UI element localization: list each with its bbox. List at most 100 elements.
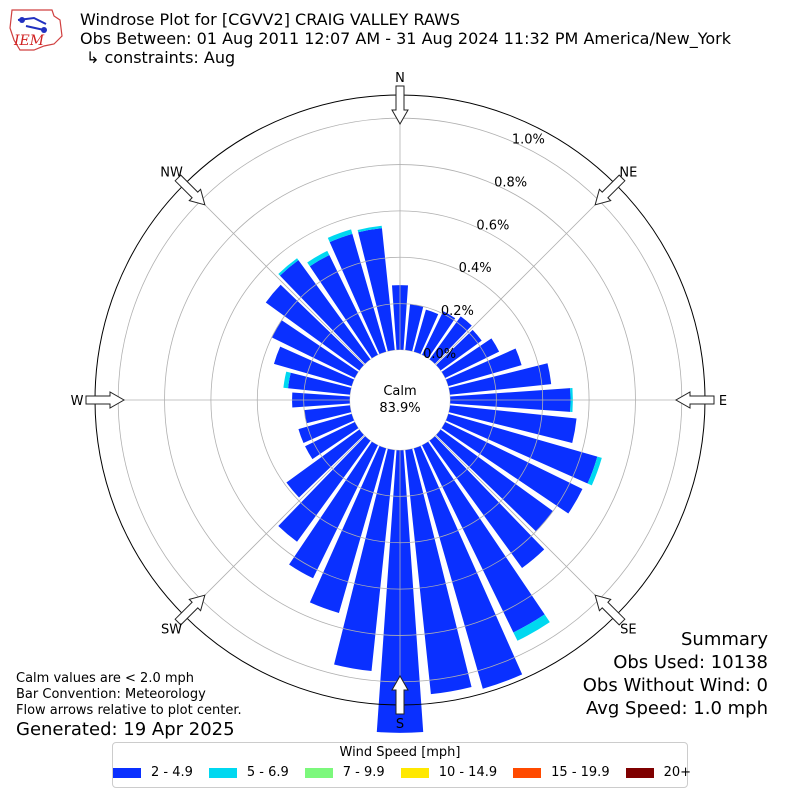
windrose-bar-200deg (309, 445, 387, 613)
windrose-bar-110deg (445, 413, 598, 484)
radial-tick-label: 1.0% (512, 133, 545, 148)
chart-title: Windrose Plot for [CGVV2] CRAIG VALLEY R… (80, 10, 460, 29)
windrose-bar-340deg (327, 229, 353, 243)
legend-item: 15 - 19.9 (513, 765, 610, 780)
avg-speed: Avg Speed: 1.0 mph (586, 698, 768, 719)
angular-gridline (435, 184, 616, 365)
flow-arrow-icon (174, 174, 206, 206)
windrose-bar-190deg (334, 448, 395, 672)
flow-arrows-note: Flow arrows relative to plot center. (16, 703, 242, 718)
windrose-bar-40deg (429, 316, 472, 365)
flow-arrow-icon (594, 594, 626, 626)
compass-label-se: SE (620, 622, 636, 637)
compass-label-ne: NE (619, 166, 637, 181)
calm-note: Calm values are < 2.0 mph (16, 671, 195, 686)
logo-text: IEM (13, 33, 45, 49)
windrose-bar-350deg (357, 225, 382, 233)
windrose-bar-220deg (278, 435, 371, 542)
legend-items: 2 - 4.9 5 - 6.9 7 - 9.9 10 - 14.9 15 - 19.9 2… (112, 765, 691, 780)
windrose-bar-320deg (278, 258, 299, 276)
windrose-bar-210deg (289, 441, 379, 579)
windrose-bar-60deg (441, 338, 500, 379)
windrose-bar-10deg (405, 304, 424, 352)
legend-swatch (625, 767, 654, 778)
legend-item: 20+ (625, 765, 692, 780)
legend-swatch (304, 767, 333, 778)
legend-item: 5 - 6.9 (208, 765, 289, 780)
windrose-bar-320deg (279, 260, 371, 365)
windrose-bar-290deg (273, 346, 355, 387)
legend-swatch (208, 767, 237, 778)
legend-label: 15 - 19.9 (551, 765, 610, 780)
obs-used: Obs Used: 10138 (613, 652, 768, 673)
bar-convention-note: Bar Convention: Meteorology (16, 687, 206, 702)
legend-swatch (513, 767, 542, 778)
summary-title: Summary (681, 629, 768, 650)
obs-period: Obs Between: 01 Aug 2011 12:07 AM - 31 A… (80, 29, 732, 48)
legend-label: 7 - 9.9 (342, 765, 385, 780)
windrose-bar-170deg (405, 448, 472, 695)
windrose-bar-280deg (283, 371, 291, 389)
legend-item: 10 - 14.9 (400, 765, 498, 780)
constraints-text: ↳ constraints: Aug (86, 48, 236, 67)
title-block: Windrose Plot for [CGVV2] CRAIG VALLEY R… (80, 10, 731, 67)
legend-item: 2 - 4.9 (112, 765, 193, 780)
legend-label: 5 - 6.9 (246, 765, 289, 780)
flow-arrow-icon (391, 85, 409, 126)
windrose-bar-300deg (271, 320, 359, 379)
legend-title: Wind Speed [mph] (339, 745, 461, 760)
windrose-bar-230deg (286, 429, 365, 498)
calm-label: Calm (383, 384, 416, 399)
legend: Wind Speed [mph] 2 - 4.9 5 - 6.9 7 - 9.9 10… (112, 742, 691, 788)
windrose-bar-240deg (305, 421, 359, 460)
angular-gridline (184, 435, 365, 616)
generated-date: Generated: 19 Apr 2025 (16, 719, 235, 740)
windrose-bar-260deg (304, 405, 352, 424)
legend-label: 20+ (663, 765, 692, 780)
flow-arrow-icon (674, 391, 715, 409)
flow-arrow-icon (391, 674, 409, 715)
radial-tick-label: 0.0% (423, 347, 456, 362)
windrose-bar-310deg (265, 284, 365, 371)
calm-circle (350, 350, 450, 450)
compass-label-s: S (396, 717, 404, 732)
radial-tick-label: 0.2% (441, 304, 474, 319)
legend-swatch (112, 767, 141, 778)
windrose-bar-340deg (329, 233, 387, 355)
notes-block: Calm values are < 2.0 mph Bar Convention… (16, 671, 242, 719)
radial-tick-label: 0.6% (476, 218, 509, 233)
legend-swatch (400, 767, 429, 778)
compass-label-sw: SW (161, 622, 182, 637)
legend-label: 2 - 4.9 (150, 765, 193, 780)
angular-gridline (435, 435, 616, 616)
compass-label-nw: NW (160, 166, 183, 181)
iem-logo: IEM (9, 9, 63, 51)
compass-label-e: E (719, 394, 727, 409)
summary-block: Summary Obs Used: 10138 Obs Without Wind… (583, 628, 768, 720)
windrose-bar-20deg (413, 309, 439, 355)
windrose-bar-120deg (441, 421, 583, 514)
obs-without-wind: Obs Without Wind: 0 (582, 675, 768, 696)
flow-arrow-icon (174, 594, 206, 626)
windrose-bar-140deg (429, 435, 545, 568)
radial-tick-label: 0.8% (494, 175, 527, 190)
legend-item: 7 - 9.9 (304, 765, 385, 780)
windrose-bar-160deg (413, 445, 523, 689)
windrose-bar-100deg (448, 405, 577, 443)
radial-tick-label: 0.4% (459, 261, 492, 276)
windrose-bar-130deg (435, 429, 553, 532)
windrose-bar-50deg (435, 329, 482, 371)
compass-label-w: W (71, 394, 84, 409)
windrose-bar-350deg (358, 228, 395, 352)
windrose-bar-250deg (298, 413, 355, 443)
windrose-bar-80deg (448, 363, 552, 395)
calm-value: 83.9% (379, 401, 420, 416)
windrose-bar-150deg (513, 614, 550, 641)
legend-label: 10 - 14.9 (438, 765, 498, 780)
flow-arrow-icon (594, 174, 626, 206)
windrose-bar-330deg (307, 250, 330, 267)
windrose-bar-110deg (587, 456, 602, 486)
windrose-bar-70deg (445, 348, 522, 387)
angular-gridline (184, 184, 365, 365)
